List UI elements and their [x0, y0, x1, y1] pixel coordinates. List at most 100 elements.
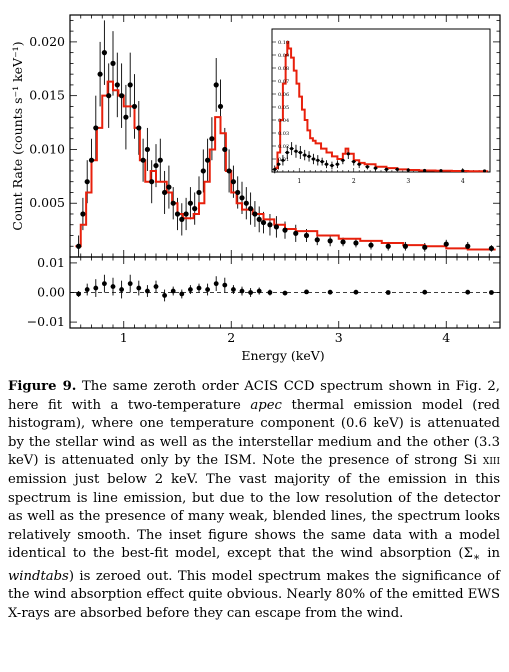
- inset-data-point: [373, 166, 378, 170]
- inset-y-tick-label: 0.10: [278, 40, 289, 46]
- main-ticks: [70, 15, 500, 257]
- inset-y-tick-label: 0.03: [278, 131, 289, 137]
- data-point: [93, 125, 99, 131]
- y-tick-label: 0.020: [29, 34, 65, 49]
- model-histogram: [75, 80, 496, 251]
- residual-point: [205, 287, 211, 292]
- residual-point: [188, 287, 193, 292]
- inset-tick-labels: 1 2 3 4 0.01 0.02 0.03 0.04 0.05 0.06 0.07 0.08 0.09…: [278, 40, 465, 185]
- residual-y-tick-label: −0.01: [27, 314, 65, 329]
- data-point: [200, 168, 206, 174]
- inset-data-point: [365, 165, 369, 169]
- inset-data-point: [316, 158, 320, 162]
- main-y-axis-label: Count Rate (counts s⁻¹ keV⁻¹): [10, 41, 25, 230]
- data-point: [144, 146, 150, 153]
- inset-y-tick-label: 0.07: [278, 79, 289, 85]
- x-tick-label: 1: [120, 330, 128, 345]
- inset-data-point: [384, 167, 389, 171]
- caption-sigma: Σ: [463, 546, 473, 562]
- inset-data-point: [461, 169, 465, 173]
- data-point: [488, 245, 494, 251]
- residual-ticks: [70, 257, 500, 328]
- inset-data-point: [294, 149, 298, 153]
- inset-x-tick-label: 2: [352, 178, 356, 185]
- residual-point: [222, 282, 228, 288]
- data-point: [76, 243, 82, 249]
- inset-data-point: [281, 158, 285, 162]
- caption-sigma-sub: ∗: [472, 550, 481, 564]
- residual-point: [145, 288, 150, 294]
- inset-x-tick-label: 1: [297, 178, 301, 185]
- residual-point: [465, 289, 471, 295]
- data-point: [402, 243, 408, 249]
- caption-text-1: The same zeroth order ACIS CCD spectrum …: [8, 379, 500, 413]
- data-point: [230, 179, 236, 185]
- residual-point: [196, 285, 202, 291]
- caption-text-4: in: [480, 546, 500, 562]
- data-point: [136, 125, 142, 131]
- data-point: [179, 216, 185, 222]
- inset-y-tick-label: 0.02: [278, 144, 289, 150]
- residual-point: [248, 290, 254, 295]
- inset-data-point: [341, 158, 345, 162]
- residual-point: [84, 287, 90, 292]
- data-point: [162, 189, 168, 196]
- residual-point: [231, 287, 236, 292]
- data-point: [282, 227, 288, 233]
- data-point: [465, 243, 471, 249]
- figure-label: Figure 9.: [8, 379, 77, 394]
- inset-data-point: [320, 160, 324, 164]
- residual-point: [353, 289, 359, 295]
- residual-point: [93, 285, 99, 291]
- data-point: [239, 195, 245, 201]
- inset-data-point: [352, 160, 356, 164]
- inset-data-point: [324, 162, 329, 166]
- residual-point: [213, 281, 219, 287]
- inset-y-tick-label: 0.06: [278, 92, 289, 98]
- data-point: [303, 232, 310, 239]
- data-point: [327, 238, 333, 244]
- data-point: [273, 224, 279, 230]
- residual-point: [127, 281, 133, 287]
- residual-point: [304, 289, 309, 295]
- residual-point: [110, 284, 116, 289]
- residual-point: [422, 289, 428, 295]
- data-point: [205, 157, 211, 163]
- data-point: [267, 222, 273, 228]
- residual-point: [162, 293, 168, 298]
- data-point: [314, 237, 320, 243]
- main-y-tick-labels: 0.005 0.010 0.015 0.020: [29, 34, 65, 210]
- data-point: [166, 184, 172, 190]
- inset-model-histogram: [274, 41, 489, 173]
- data-point: [97, 71, 103, 77]
- data-point: [222, 146, 228, 153]
- inset-data-point: [346, 152, 350, 156]
- data-point: [123, 114, 129, 120]
- data-point: [174, 211, 181, 217]
- residual-point: [327, 289, 333, 295]
- data-point: [88, 157, 95, 163]
- caption-ion: xiii: [482, 453, 500, 469]
- inset-data-points: [273, 147, 487, 173]
- data-point: [248, 206, 254, 212]
- data-point: [252, 211, 258, 217]
- data-point: [293, 230, 299, 236]
- inset-y-tick-label: 0.08: [278, 66, 289, 72]
- residual-y-tick-labels: 0.01 0.00 −0.01: [27, 255, 65, 329]
- inset-x-tick-label: 4: [461, 178, 465, 185]
- x-tick-label: 4: [442, 330, 450, 345]
- main-panel: 0.005 0.010 0.015 0.020 Count Rate (counts …: [10, 14, 501, 258]
- data-point: [385, 243, 391, 249]
- inset-x-tick-label: 3: [406, 178, 410, 185]
- figure-caption: Figure 9. The same zeroth order ACIS CCD…: [8, 378, 500, 623]
- inset-panel: 1 2 3 4 0.01 0.02 0.03 0.04 0.05 0.06 0.07 0.08 0.09…: [271, 28, 491, 185]
- data-point: [183, 211, 189, 217]
- inset-data-point: [395, 167, 399, 171]
- data-point: [119, 93, 125, 99]
- data-point: [443, 241, 449, 247]
- data-point: [340, 239, 346, 245]
- inset-data-point: [276, 162, 281, 166]
- main-data-points: [76, 50, 494, 251]
- data-point: [243, 200, 249, 206]
- data-point: [209, 136, 215, 142]
